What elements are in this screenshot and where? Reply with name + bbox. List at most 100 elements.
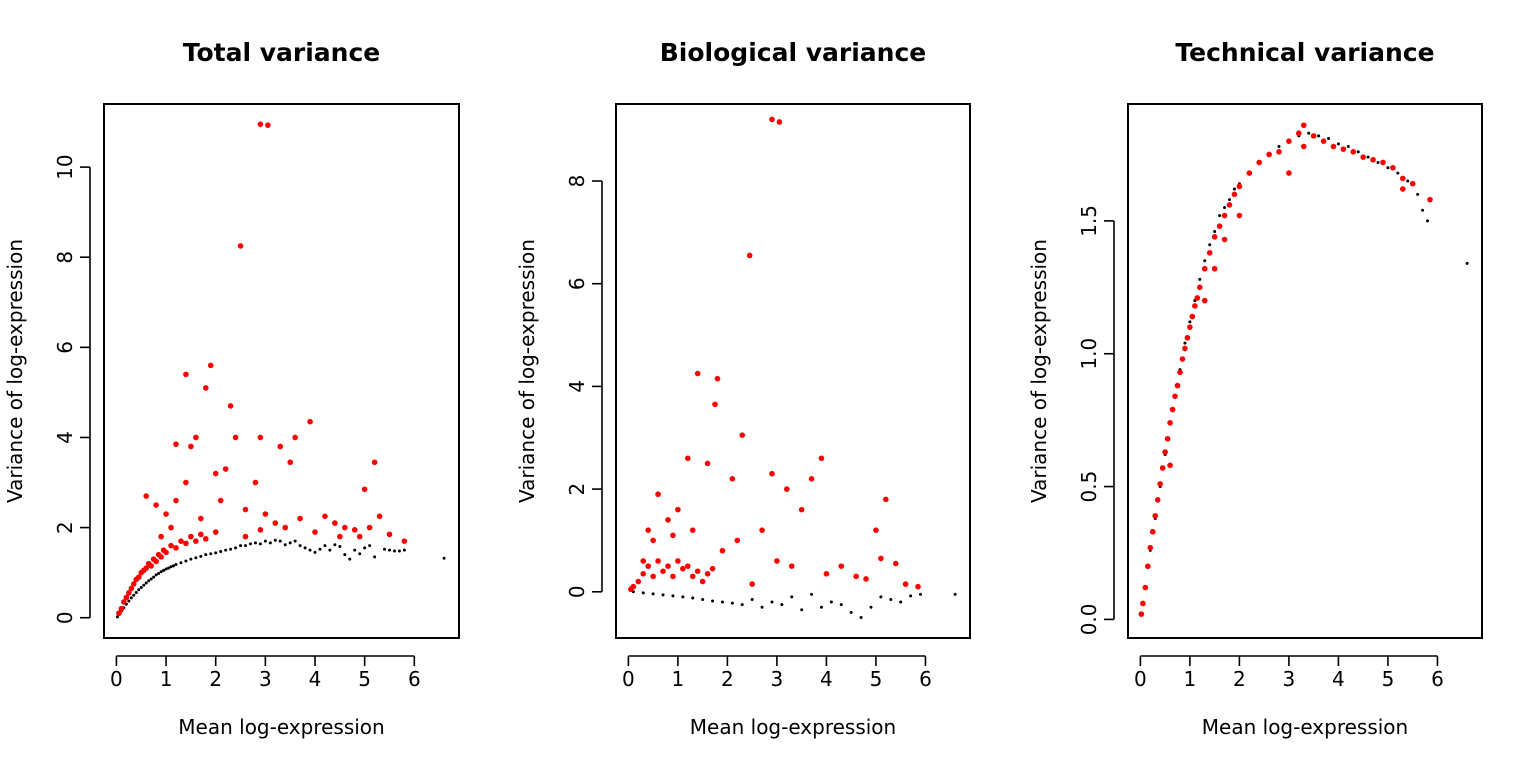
hvg-point — [699, 578, 706, 585]
hvg-point — [1196, 284, 1203, 291]
gene-point — [641, 591, 645, 595]
y-tick-label: 2 — [565, 483, 589, 496]
x-axis-label: Mean log-expression — [1202, 715, 1408, 739]
gene-point — [859, 615, 863, 619]
y-axis-label: Variance of log-expression — [515, 239, 539, 503]
gene-point — [239, 544, 243, 548]
gene-point — [318, 547, 322, 551]
gene-point — [229, 547, 233, 551]
hvg-point — [776, 119, 783, 125]
hvg-point — [178, 538, 184, 544]
hvg-point — [650, 573, 656, 580]
gene-point — [157, 572, 161, 576]
hvg-point — [126, 590, 132, 596]
hvg-point — [675, 558, 681, 564]
hvg-point — [361, 486, 368, 493]
hvg-point — [1159, 465, 1166, 471]
hvg-point — [183, 479, 189, 486]
gene-point — [368, 544, 372, 548]
hvg-point — [158, 554, 164, 560]
gene-point — [144, 581, 148, 585]
gene-point — [1396, 171, 1400, 175]
hvg-point — [1179, 356, 1186, 362]
gene-point — [268, 541, 272, 545]
hvg-point — [734, 537, 741, 544]
hvg-point — [1184, 334, 1191, 341]
plot-frame — [103, 103, 460, 639]
gene-point — [258, 542, 262, 546]
hvg-point — [173, 497, 179, 504]
y-tick-label: 0 — [565, 585, 589, 598]
gene-point — [383, 547, 387, 551]
hvg-point — [694, 568, 701, 575]
gene-point — [1336, 142, 1340, 146]
hvg-point — [287, 459, 293, 466]
hvg-point — [1138, 611, 1145, 617]
hvg-point — [212, 470, 219, 477]
series-hvgs — [1138, 122, 1433, 617]
x-tick-label: 2 — [209, 667, 222, 691]
x-tick-label: 3 — [1283, 667, 1296, 691]
hvg-point — [173, 545, 179, 551]
hvg-point — [265, 122, 271, 128]
hvg-point — [650, 537, 656, 544]
hvg-point — [183, 371, 189, 378]
hvg-point — [153, 502, 159, 508]
gene-point — [953, 592, 957, 596]
gene-point — [1426, 219, 1430, 223]
gene-point — [147, 579, 151, 583]
hvg-point — [1286, 138, 1292, 144]
gene-point — [760, 605, 764, 609]
gene-point — [869, 605, 873, 609]
gene-point — [1465, 261, 1469, 265]
hvg-point — [297, 515, 303, 522]
hvg-point — [217, 497, 224, 504]
hvg-point — [1140, 600, 1146, 607]
gene-point — [338, 545, 342, 549]
gene-point — [169, 565, 173, 569]
hvg-point — [135, 574, 142, 580]
hvg-point — [1300, 143, 1307, 150]
x-tick-label: 1 — [1184, 667, 1197, 691]
hvg-point — [242, 506, 249, 513]
hvg-point — [1182, 345, 1188, 352]
gene-point — [899, 600, 903, 604]
hvg-point — [878, 555, 884, 562]
x-tick-label: 5 — [1382, 667, 1395, 691]
gene-point — [343, 553, 347, 557]
gene-point — [139, 586, 143, 590]
hvg-point — [1154, 497, 1161, 503]
y-tick-label: 4 — [565, 380, 589, 393]
gene-point — [402, 548, 406, 552]
gene-point — [661, 593, 665, 597]
hvg-point — [749, 581, 755, 587]
gene-point — [234, 546, 238, 550]
x-tick-label: 2 — [721, 667, 734, 691]
gene-point — [1346, 145, 1350, 149]
gene-point — [1366, 155, 1370, 159]
gene-point — [194, 556, 198, 560]
hvg-point — [123, 594, 130, 601]
hvg-point — [788, 563, 795, 569]
hvg-point — [168, 524, 174, 531]
hvg-point — [1380, 159, 1386, 166]
hvg-point — [675, 506, 681, 513]
chart-title: Total variance — [183, 38, 381, 67]
gene-point — [889, 597, 893, 601]
gene-point — [167, 566, 171, 570]
gene-point — [1416, 192, 1420, 196]
gene-point — [442, 556, 446, 560]
hvg-point — [183, 540, 189, 547]
x-tick-label: 3 — [259, 667, 272, 691]
hvg-point — [1152, 512, 1159, 519]
gene-point — [730, 601, 734, 605]
series-all-genes — [115, 538, 446, 619]
gene-point — [132, 593, 136, 597]
hvg-point — [1157, 481, 1163, 487]
hvg-point — [143, 493, 150, 499]
hvg-point — [1169, 406, 1176, 413]
gene-point — [849, 610, 853, 614]
hvg-point — [202, 385, 209, 391]
hvg-point — [337, 533, 343, 540]
gene-point — [740, 603, 744, 607]
